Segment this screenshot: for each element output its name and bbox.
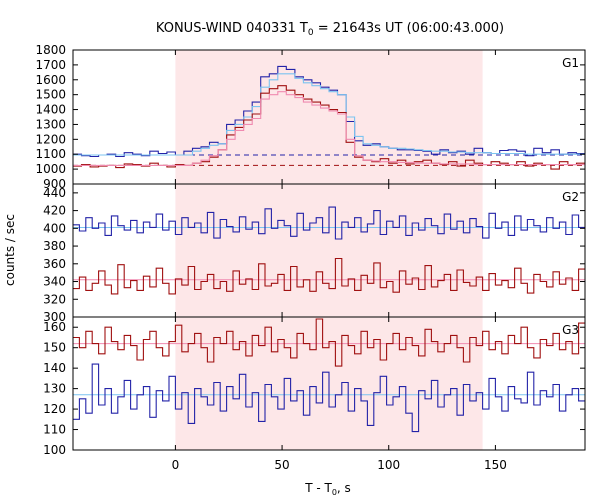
y-tick-label: 360 bbox=[43, 257, 66, 271]
y-tick-label: 300 bbox=[43, 310, 66, 324]
chart-title: KONUS-WIND 040331 T0 = 21643s UT (06:00:… bbox=[156, 21, 504, 38]
chart-title-subscript: 0 bbox=[308, 28, 314, 38]
x-tick-label: 150 bbox=[484, 458, 507, 472]
plot-area: 900100011001200130014001500160017001800G… bbox=[35, 43, 586, 472]
x-tick-label: 0 bbox=[172, 458, 180, 472]
y-tick-label: 150 bbox=[43, 341, 66, 355]
y-tick-label: 420 bbox=[43, 204, 66, 218]
series-pink bbox=[73, 91, 585, 166]
y-tick-label: 1500 bbox=[35, 88, 66, 102]
y-tick-label: 400 bbox=[43, 221, 66, 235]
x-axis-label-subscript: 0 bbox=[332, 488, 337, 497]
x-axis-label: T - T0, s bbox=[304, 481, 351, 497]
y-tick-label: 340 bbox=[43, 275, 66, 289]
panel-g3: 100 110 120 130 140 150 160 G3 bbox=[43, 316, 586, 457]
panel-label: G1 bbox=[562, 56, 579, 70]
y-tick-label: 160 bbox=[43, 320, 66, 334]
y-tick-label: 110 bbox=[43, 423, 66, 437]
panel-frame bbox=[72, 316, 586, 451]
y-tick-label: 380 bbox=[43, 239, 66, 253]
series-blue bbox=[73, 65, 585, 158]
y-tick-label: 1400 bbox=[35, 103, 66, 117]
y-tick-label: 1100 bbox=[35, 147, 66, 161]
y-tick-label: 1700 bbox=[35, 58, 66, 72]
x-tick-label: 50 bbox=[274, 458, 289, 472]
series-blue bbox=[73, 206, 585, 240]
y-tick-label: 1300 bbox=[35, 117, 66, 131]
y-tick-label: 100 bbox=[43, 443, 66, 457]
series-red bbox=[73, 257, 585, 295]
y-tick-label: 1200 bbox=[35, 132, 66, 146]
y-tick-label: 1600 bbox=[35, 73, 66, 87]
series-blue bbox=[73, 363, 585, 433]
x-tick-label: 100 bbox=[377, 458, 400, 472]
y-tick-label: 140 bbox=[43, 361, 66, 375]
y-tick-label: 320 bbox=[43, 292, 66, 306]
y-tick-label: 440 bbox=[43, 186, 66, 200]
panel-g2: 300 320 340 360 380 400 420 440 G2 bbox=[43, 183, 586, 324]
series-light_blue bbox=[73, 73, 585, 156]
y-tick-label: 130 bbox=[43, 382, 66, 396]
y-axis-label: counts / sec bbox=[3, 214, 17, 286]
panel-label: G2 bbox=[562, 190, 579, 204]
y-tick-label: 900 bbox=[43, 177, 66, 191]
panel-label: G3 bbox=[562, 323, 579, 337]
y-tick-label: 1000 bbox=[35, 162, 66, 176]
series-red bbox=[73, 318, 585, 367]
y-tick-label: 120 bbox=[43, 402, 66, 416]
y-tick-label: 1800 bbox=[35, 43, 66, 57]
